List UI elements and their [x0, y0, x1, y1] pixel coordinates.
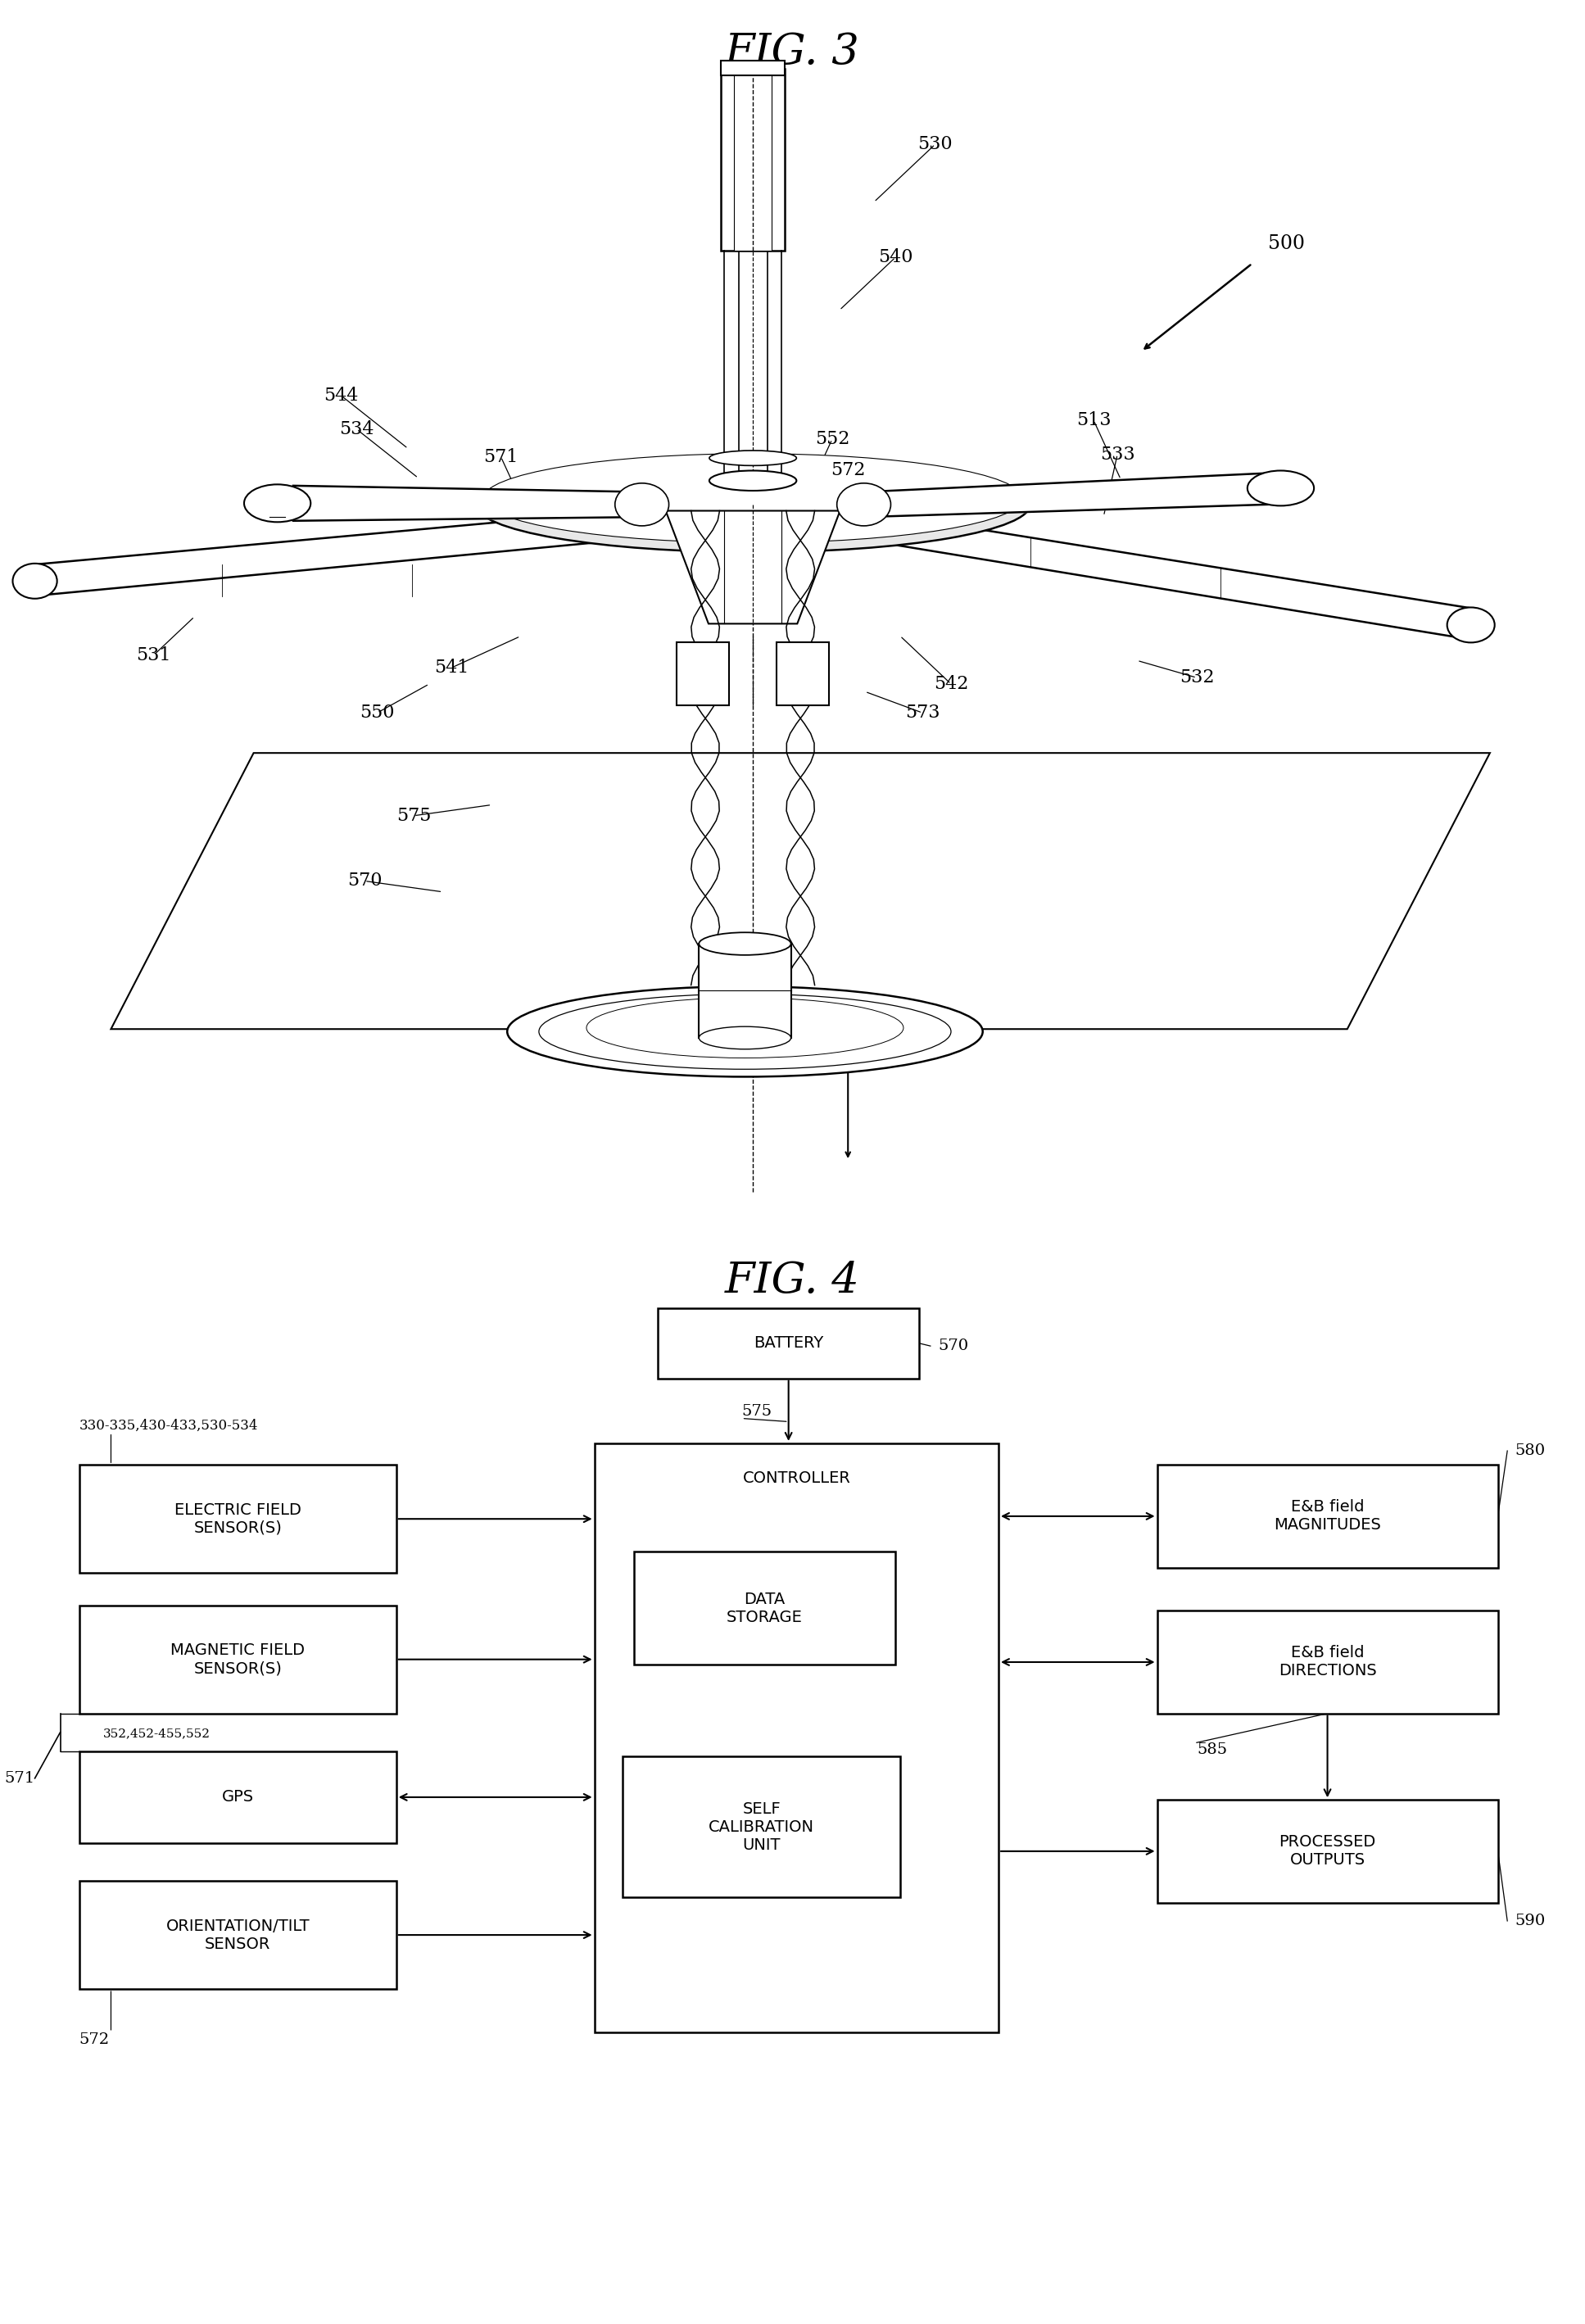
Text: CONTROLLER: CONTROLLER — [742, 1471, 851, 1485]
Ellipse shape — [476, 458, 1030, 553]
Text: 550: 550 — [360, 704, 395, 723]
Ellipse shape — [710, 451, 797, 465]
Bar — [79, 1606, 396, 1713]
Text: 530: 530 — [918, 135, 953, 153]
Ellipse shape — [1447, 607, 1495, 641]
Bar — [721, 70, 785, 251]
Bar — [734, 70, 772, 251]
Text: 585: 585 — [1197, 1743, 1227, 1757]
Polygon shape — [677, 641, 729, 704]
Bar — [1157, 1464, 1498, 1566]
Text: 573: 573 — [647, 1522, 677, 1536]
Text: E&B field
MAGNITUDES: E&B field MAGNITUDES — [1274, 1499, 1381, 1534]
Text: 544: 544 — [323, 386, 358, 404]
Bar — [79, 1752, 396, 1843]
Text: 570: 570 — [347, 872, 382, 890]
Ellipse shape — [586, 997, 903, 1057]
Bar — [623, 1757, 900, 1896]
Text: 571: 571 — [483, 449, 518, 465]
Ellipse shape — [507, 985, 983, 1076]
Text: 352,452-455,552: 352,452-455,552 — [103, 1727, 211, 1738]
Polygon shape — [777, 641, 829, 704]
Bar — [699, 944, 791, 1039]
Text: FIG. 3: FIG. 3 — [724, 33, 861, 72]
Text: 533: 533 — [1100, 446, 1135, 462]
Text: 540: 540 — [878, 249, 913, 267]
Text: 580: 580 — [1515, 1443, 1545, 1457]
Bar — [79, 1464, 396, 1573]
Bar — [1157, 1611, 1498, 1713]
Text: FIG. 4: FIG. 4 — [724, 1260, 861, 1301]
Text: 570: 570 — [938, 1339, 968, 1353]
Text: GPS: GPS — [222, 1789, 254, 1806]
Bar — [634, 1552, 896, 1664]
Polygon shape — [111, 753, 1490, 1030]
Text: 513: 513 — [1076, 411, 1111, 430]
Ellipse shape — [710, 472, 797, 490]
Text: 531: 531 — [136, 646, 171, 665]
Text: 552: 552 — [815, 430, 850, 449]
Circle shape — [837, 483, 891, 525]
Ellipse shape — [1247, 469, 1314, 507]
Text: 595: 595 — [682, 1929, 712, 1945]
Circle shape — [615, 483, 669, 525]
Text: 571: 571 — [5, 1771, 35, 1785]
Text: 500: 500 — [1268, 235, 1304, 253]
Bar — [658, 1308, 919, 1378]
Ellipse shape — [699, 1027, 791, 1048]
Text: 541: 541 — [434, 658, 469, 676]
Text: 572: 572 — [79, 2031, 109, 2047]
Text: MAGNETIC FIELD
SENSOR(S): MAGNETIC FIELD SENSOR(S) — [171, 1643, 304, 1676]
Text: 534: 534 — [339, 421, 374, 439]
Circle shape — [637, 488, 663, 509]
Ellipse shape — [244, 483, 311, 523]
Text: DATA
STORAGE: DATA STORAGE — [728, 1592, 802, 1624]
Text: 330-335,430-433,530-534: 330-335,430-433,530-534 — [79, 1418, 258, 1432]
Bar — [1157, 1799, 1498, 1903]
Text: 542: 542 — [934, 674, 968, 693]
Ellipse shape — [699, 932, 791, 955]
Polygon shape — [666, 511, 840, 623]
Text: 532: 532 — [1179, 669, 1214, 686]
Text: $\alpha$: $\alpha$ — [872, 1050, 886, 1071]
Text: E&B field
DIRECTIONS: E&B field DIRECTIONS — [1279, 1645, 1376, 1678]
Text: PROCESSED
OUTPUTS: PROCESSED OUTPUTS — [1279, 1834, 1376, 1868]
Ellipse shape — [483, 453, 1022, 544]
Ellipse shape — [13, 562, 57, 600]
Text: 590: 590 — [1515, 1913, 1545, 1929]
Text: 575: 575 — [396, 806, 431, 825]
Text: SELF
CALIBRATION
UNIT: SELF CALIBRATION UNIT — [708, 1801, 815, 1852]
Bar — [721, 60, 785, 74]
Text: 572: 572 — [831, 462, 865, 479]
Text: BATTERY: BATTERY — [753, 1336, 824, 1350]
Text: 573: 573 — [905, 704, 940, 723]
Text: ELECTRIC FIELD
SENSOR(S): ELECTRIC FIELD SENSOR(S) — [174, 1501, 301, 1536]
Bar — [594, 1443, 999, 2031]
Bar — [79, 1880, 396, 1989]
Ellipse shape — [539, 995, 951, 1069]
Text: ORIENTATION/TILT
SENSOR: ORIENTATION/TILT SENSOR — [166, 1917, 309, 1952]
Circle shape — [843, 488, 869, 509]
Text: 575: 575 — [742, 1404, 772, 1418]
